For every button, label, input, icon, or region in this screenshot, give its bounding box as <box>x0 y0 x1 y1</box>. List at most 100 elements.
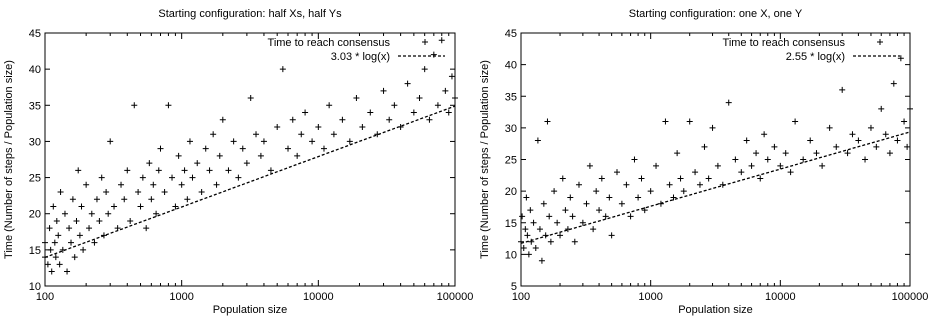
chart1-data-point <box>219 116 226 123</box>
chart2-data-point <box>867 124 874 131</box>
chart2-data-point <box>547 238 554 245</box>
chart2-data-point <box>839 86 846 93</box>
chart1-data-point <box>135 189 142 196</box>
chart1-data-point <box>78 203 85 210</box>
chart1-y-tick-label: 30 <box>29 136 41 148</box>
chart1-y-tick-label: 35 <box>29 100 41 112</box>
chart1-data-point <box>155 167 162 174</box>
chart1-x-tick-label: 10000 <box>303 291 334 303</box>
chart1-x-tick-label: 100 <box>36 291 54 303</box>
chart1-data-point <box>391 102 398 109</box>
chart2-y-tick-label: 20 <box>505 186 517 198</box>
chart1-data-point <box>64 268 71 275</box>
chart2-data-point <box>873 143 880 150</box>
chart2-data-point <box>686 118 693 125</box>
chart1-data-point <box>202 145 209 152</box>
chart1-data-point <box>139 174 146 181</box>
chart1-data-point <box>153 210 160 217</box>
chart1-data-point <box>235 174 242 181</box>
chart2-data-point <box>590 226 597 233</box>
chart2-data-point <box>792 118 799 125</box>
chart2-data-point <box>525 251 532 258</box>
chart2-plot-frame <box>520 32 911 287</box>
chart1-data-point <box>137 203 144 210</box>
chart2-data-point <box>680 188 687 195</box>
chart2-data-point <box>855 137 862 144</box>
chart1-data-point <box>42 239 48 246</box>
chart1-data-point <box>216 152 223 159</box>
chart1-data-point <box>189 174 196 181</box>
chart1-data-point <box>257 152 264 159</box>
chart2-data-point <box>692 169 699 176</box>
chart2-data-point <box>878 105 885 112</box>
chart1-data-point <box>44 261 51 268</box>
chart2-data-point <box>532 245 539 252</box>
chart1-y-tick-label: 15 <box>29 245 41 257</box>
chart1-data-point <box>103 189 110 196</box>
chart1-data-point <box>294 152 301 159</box>
chart2-data-point <box>608 232 615 239</box>
chart1-data-point <box>186 138 193 145</box>
chart2-data-point <box>662 118 669 125</box>
chart2-legend-marker-plus <box>877 39 883 45</box>
chart1-data-point <box>52 254 59 261</box>
chart1-data-point <box>181 167 188 174</box>
chart1-data-point <box>285 145 292 152</box>
chart2-data-point <box>586 162 593 169</box>
chart2-data-point <box>627 213 634 220</box>
chart2-data-point <box>623 181 630 188</box>
chart1-data-point <box>83 181 90 188</box>
chart2-data-point <box>748 162 755 169</box>
chart2-data-point <box>606 194 613 201</box>
chart2-data-point <box>725 99 732 106</box>
chart1-x-tick-label: 100000 <box>437 291 474 303</box>
chart2-data-point <box>534 137 541 144</box>
chart1-data-point <box>260 138 267 145</box>
chart1-data-point <box>71 254 78 261</box>
chart2-data-point <box>614 169 620 176</box>
chart2-data-point <box>674 150 681 157</box>
chart1-y-tick-label: 20 <box>29 209 41 221</box>
chart2-data-point <box>886 150 893 157</box>
chart2-y-tick-label: 35 <box>505 91 517 103</box>
chart1-data-point <box>410 109 417 116</box>
chart1-data-point <box>302 109 309 116</box>
chart2-data-point <box>544 118 551 125</box>
chart1-y-tick-label: 45 <box>29 28 41 40</box>
chart1-data-point <box>105 210 112 217</box>
chart2-data-point <box>522 226 529 233</box>
chart1-data-point <box>51 239 58 246</box>
chart1-data-point <box>111 203 118 210</box>
chart1-data-point <box>161 189 168 196</box>
chart1-data-point <box>148 196 155 203</box>
chart2-data-point <box>826 124 833 131</box>
chart2-y-tick-label: 40 <box>505 60 517 72</box>
chart2-data-point <box>666 181 673 188</box>
chart2-data-point <box>602 213 609 220</box>
chart1-data-point <box>107 138 114 145</box>
chart2-y-axis-label: Time (Number of steps / Population size) <box>479 60 491 259</box>
chart1-data-point <box>213 181 220 188</box>
chart2-data-point <box>743 137 750 144</box>
chart1-data-point <box>452 95 458 102</box>
chart1-data-point <box>320 145 327 152</box>
chart1-data-point <box>48 268 55 275</box>
chart2-data-point <box>538 257 545 264</box>
chart1-data-point <box>86 225 93 232</box>
chart2-data-point <box>647 188 654 195</box>
chart2-data-point <box>849 131 856 138</box>
chart1-data-point <box>53 217 60 224</box>
chart2-x-tick-label: 100 <box>512 291 530 303</box>
chart1-data-point <box>448 73 455 80</box>
chart1-data-point <box>57 189 64 196</box>
chart1-data-point <box>386 116 393 123</box>
chart1-data-point <box>279 66 286 73</box>
chart1-data-point <box>121 196 128 203</box>
chart1-data-point <box>146 160 153 167</box>
chart1-data-point <box>46 225 53 232</box>
chart2-x-tick-label: 1000 <box>638 291 662 303</box>
chart1-data-point <box>124 167 131 174</box>
chart2-data-point <box>894 137 901 144</box>
chart1-data-point <box>127 217 134 224</box>
chart2-y-tick-label: 5 <box>511 281 517 293</box>
